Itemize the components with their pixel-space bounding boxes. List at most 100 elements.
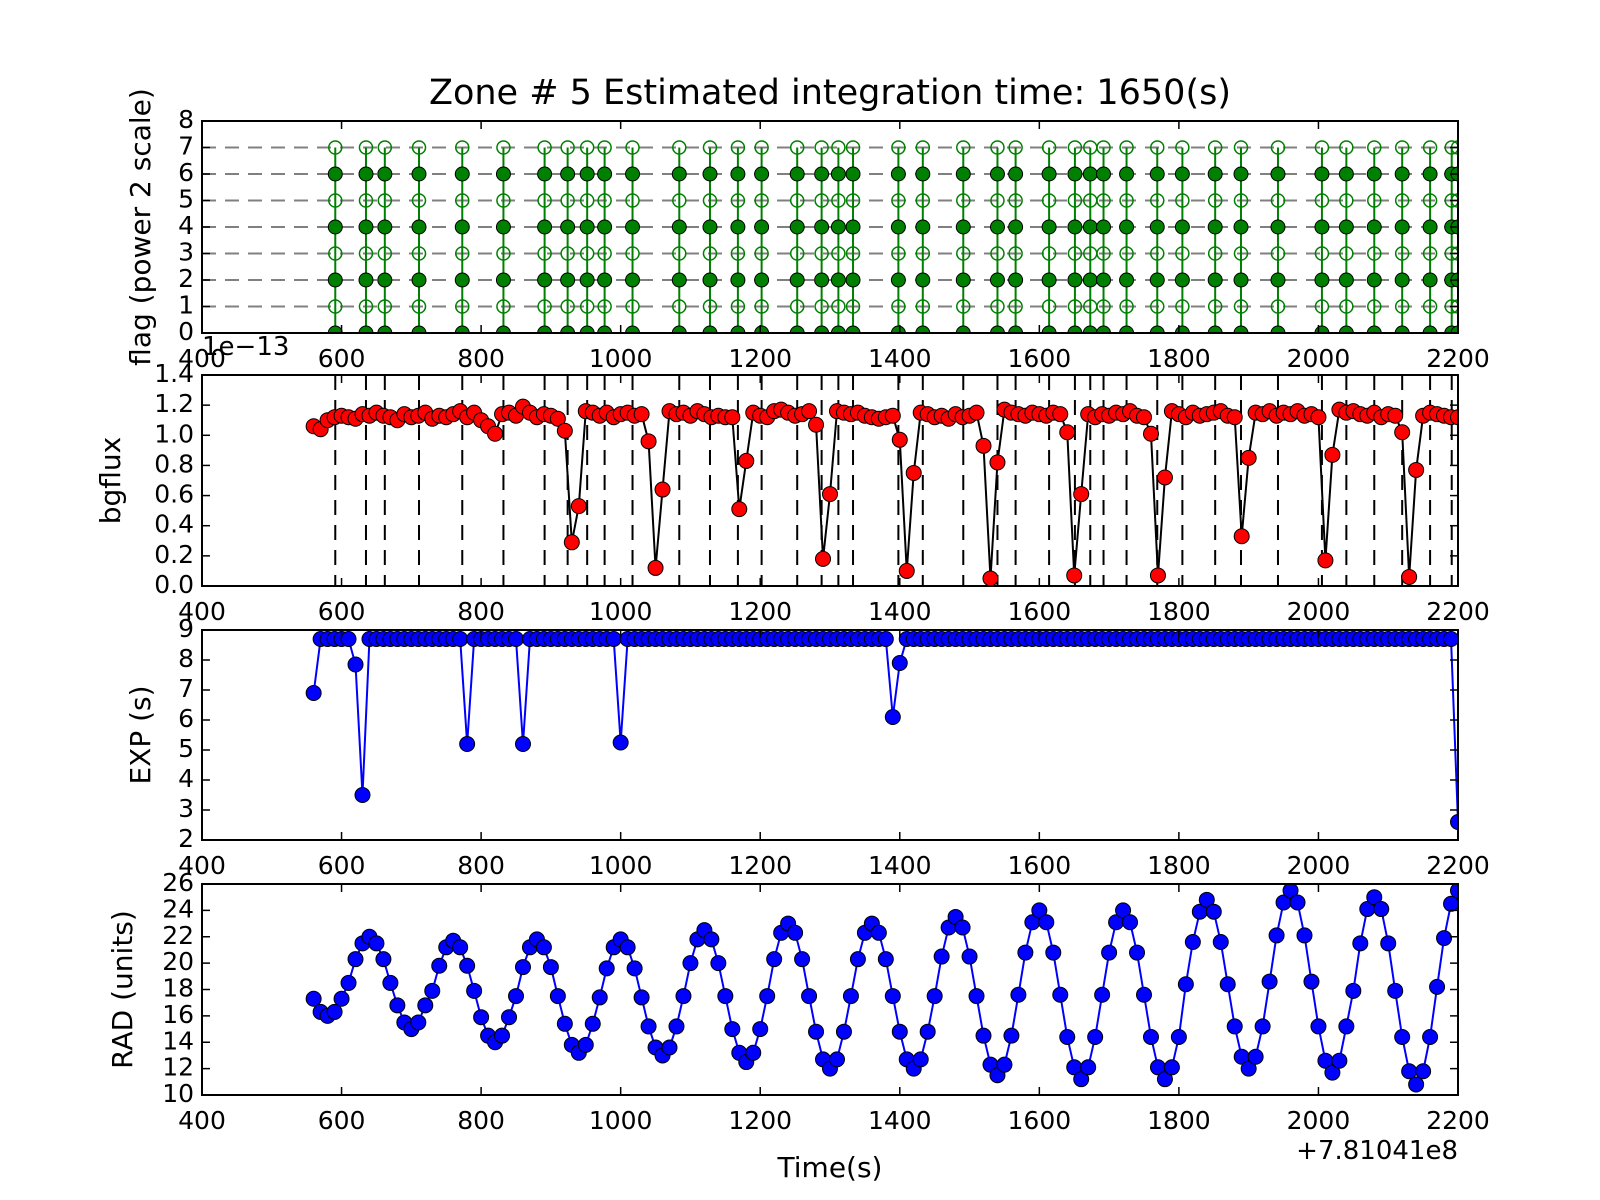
data-point bbox=[473, 1009, 490, 1026]
data-point bbox=[682, 955, 699, 972]
flag-point-filled bbox=[1082, 166, 1098, 182]
flag-point-filled bbox=[1270, 325, 1286, 333]
x-tick-label: 1800 bbox=[1147, 597, 1211, 626]
data-point bbox=[612, 734, 629, 751]
flag-point-filled bbox=[1207, 325, 1223, 333]
data-point bbox=[961, 948, 978, 965]
flag-point-open bbox=[1096, 140, 1111, 155]
flag-point-open bbox=[1444, 299, 1458, 314]
x-tick-label: 2000 bbox=[1287, 1106, 1351, 1135]
flag-point-filled bbox=[814, 166, 830, 182]
data-point bbox=[633, 989, 650, 1006]
data-point bbox=[752, 1021, 769, 1038]
x-tick-label: 1000 bbox=[589, 597, 653, 626]
y-tick-label: 6 bbox=[178, 704, 194, 733]
data-point bbox=[731, 501, 748, 518]
data-point bbox=[912, 1051, 929, 1068]
flag-point-open bbox=[730, 140, 746, 155]
panel: 400 600 800 1000 1200 1400 1600 1800 2000 2200101… bbox=[106, 868, 1490, 1135]
data-point bbox=[884, 988, 901, 1005]
flag-point-filled bbox=[579, 272, 595, 288]
flag-point-filled bbox=[1207, 166, 1223, 182]
flag-point-open bbox=[956, 193, 971, 208]
data-point bbox=[354, 787, 371, 803]
flag-point-open bbox=[411, 140, 427, 155]
flag-point-open bbox=[845, 140, 861, 155]
flag-point-filled bbox=[1082, 325, 1098, 333]
flag-point-filled bbox=[671, 325, 687, 333]
data-point bbox=[1310, 1018, 1327, 1035]
flag-point-filled bbox=[1338, 166, 1354, 182]
data-point bbox=[584, 1015, 601, 1032]
flag-point-open bbox=[845, 246, 861, 261]
data-point bbox=[1156, 1071, 1173, 1088]
x-tick-label: 800 bbox=[457, 344, 505, 373]
x-tick-label: 1000 bbox=[589, 851, 653, 880]
flag-point-open bbox=[377, 140, 393, 155]
flag-point-filled bbox=[411, 272, 427, 288]
y-tick-label: 4 bbox=[178, 211, 194, 240]
data-point bbox=[1303, 973, 1320, 990]
flag-point-filled bbox=[1174, 166, 1190, 182]
flag-point-filled bbox=[671, 272, 687, 288]
x-tick-label: 1600 bbox=[1008, 851, 1072, 880]
flag-point-open bbox=[1233, 299, 1249, 314]
flag-point-open bbox=[625, 246, 640, 261]
data-point bbox=[1129, 944, 1146, 961]
axes-frame bbox=[201, 629, 1459, 841]
flag-point-open bbox=[625, 140, 640, 155]
flag-point-open bbox=[328, 193, 343, 208]
data-point bbox=[1254, 1018, 1271, 1035]
y-tick-label: 0.8 bbox=[154, 449, 194, 478]
flag-point-filled bbox=[1082, 272, 1098, 288]
data-point bbox=[591, 989, 608, 1006]
data-point bbox=[933, 948, 950, 965]
data-point bbox=[549, 410, 566, 427]
data-point bbox=[1073, 1071, 1090, 1088]
y-tick-label: 2 bbox=[178, 824, 194, 853]
flag-point-open bbox=[496, 246, 511, 261]
flag-point-filled bbox=[890, 272, 906, 288]
data-point bbox=[1136, 409, 1152, 426]
flag-point-open bbox=[789, 246, 805, 261]
x-tick-label: 1400 bbox=[868, 851, 932, 880]
flag-point-filled bbox=[789, 272, 805, 288]
data-point bbox=[1136, 986, 1152, 1003]
y-tick-label: 26 bbox=[162, 868, 194, 897]
flag-point-open bbox=[831, 299, 846, 314]
flag-point-open bbox=[672, 140, 687, 155]
x-tick-label: 1200 bbox=[728, 851, 792, 880]
flag-point-open bbox=[1207, 140, 1223, 155]
data-point bbox=[382, 974, 399, 991]
data-point bbox=[787, 924, 804, 941]
flag-point-filled bbox=[579, 166, 595, 182]
flag-point-filled bbox=[915, 166, 931, 182]
flag-point-filled bbox=[671, 166, 687, 182]
data-point bbox=[417, 997, 434, 1014]
flag-point-filled bbox=[1008, 219, 1024, 235]
y-offset-text: 1e−13 bbox=[202, 332, 289, 362]
data-point bbox=[1401, 568, 1418, 585]
data-point bbox=[459, 957, 476, 974]
flag-point-filled bbox=[625, 219, 641, 235]
data-point bbox=[1170, 1028, 1187, 1045]
flag-point-filled bbox=[1174, 272, 1190, 288]
flag-point-open bbox=[814, 299, 829, 314]
data-point bbox=[1163, 1059, 1180, 1076]
flag-point-filled bbox=[1008, 166, 1024, 182]
flag-point-open bbox=[411, 299, 427, 314]
flag-point-open bbox=[411, 193, 427, 208]
flag-point-filled bbox=[358, 166, 374, 182]
data-point bbox=[801, 403, 818, 420]
flag-point-filled bbox=[1394, 325, 1410, 333]
flag-point-open bbox=[1083, 299, 1098, 314]
flag-point-open bbox=[1233, 140, 1249, 155]
y-tick-label: 16 bbox=[162, 1000, 194, 1029]
data-point bbox=[738, 452, 755, 469]
flag-point-filled bbox=[1270, 272, 1286, 288]
flag-point-open bbox=[1339, 246, 1354, 261]
data-point bbox=[1387, 982, 1404, 999]
y-tick-label: 22 bbox=[162, 921, 194, 950]
data-point bbox=[870, 924, 887, 941]
